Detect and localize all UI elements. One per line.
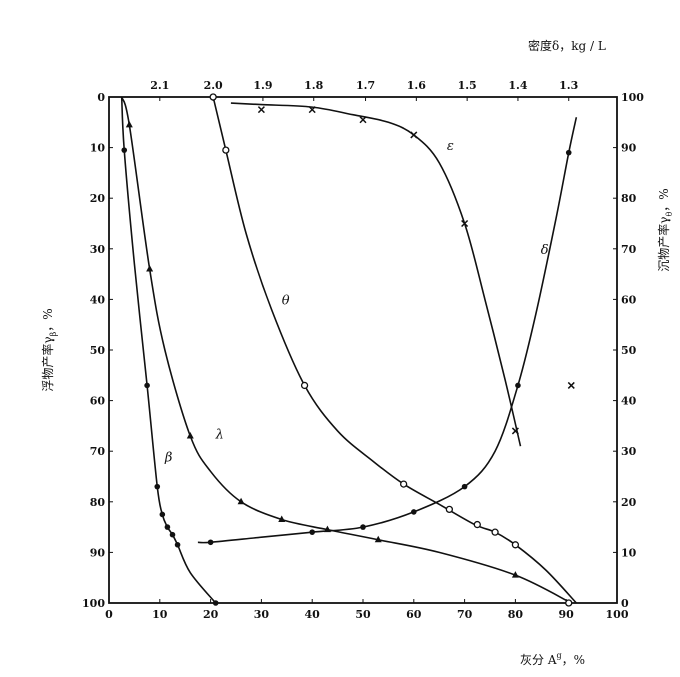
x-tick-label: 10 (152, 608, 168, 621)
data-point (491, 528, 499, 536)
y-right-tick-label: 20 (621, 496, 637, 509)
data-point (511, 427, 519, 435)
x-axis-title: 灰分 Ag，% (520, 651, 585, 667)
data-point (411, 509, 417, 515)
data-point (207, 539, 214, 546)
data-point (174, 542, 181, 548)
data-point (511, 541, 520, 549)
density-tick-label: 2.0 (204, 79, 223, 92)
density-tick-label: 1.7 (356, 79, 375, 92)
y-left-tick-label: 100 (82, 597, 105, 610)
data-point (237, 497, 245, 505)
data-point (511, 571, 519, 578)
y-left-tick-label: 80 (90, 496, 106, 509)
density-tick-label: 1.5 (458, 79, 477, 92)
x-tick-label: 0 (105, 608, 113, 621)
y-left-tick-label: 50 (90, 344, 106, 357)
data-point (186, 432, 194, 439)
x-tick-label: 100 (606, 608, 629, 621)
curve-4 (230, 102, 522, 447)
data-point (565, 599, 573, 607)
data-point (473, 520, 481, 529)
data-point (159, 511, 166, 518)
y-left-tick-label: 20 (90, 192, 106, 205)
data-point (212, 600, 219, 606)
data-point (257, 106, 265, 114)
density-tick-label: 1.6 (407, 79, 426, 92)
y-right-tick-label: 60 (621, 293, 637, 306)
y-right-tick-label: 80 (621, 192, 637, 205)
y-right-tick-label: 50 (621, 344, 637, 357)
density-tick-label: 2.1 (150, 79, 169, 92)
data-point (278, 515, 286, 523)
data-point (121, 147, 128, 153)
x-tick-label: 60 (406, 608, 422, 621)
y-right-tick-label: 90 (621, 142, 637, 155)
data-point (565, 149, 572, 156)
data-point (374, 535, 382, 543)
x-tick-label: 90 (559, 608, 575, 621)
data-point (323, 525, 331, 533)
data-point (515, 382, 521, 389)
y-left-tick-label: 70 (90, 445, 106, 458)
series-label: ε (447, 139, 454, 154)
data-point (125, 120, 133, 128)
x-tick-label: 40 (305, 608, 321, 621)
curve-2 (212, 96, 577, 604)
y-left-tick-label: 30 (90, 243, 106, 256)
density-tick-label: 1.3 (559, 79, 578, 92)
y-right-tick-label: 30 (621, 445, 637, 458)
x-tick-label: 70 (457, 608, 473, 621)
top-axis-title: 密度δ，kg / L (528, 38, 606, 53)
density-tick-label: 1.8 (304, 79, 323, 92)
data-point (146, 265, 154, 272)
y-left-tick-label: 40 (90, 293, 106, 306)
y-right-tick-label: 100 (621, 91, 644, 104)
data-point (154, 483, 161, 490)
data-point (308, 106, 316, 114)
data-point (144, 382, 150, 389)
series-label: δ (541, 243, 549, 258)
y-right-tick-label: 40 (621, 395, 637, 408)
data-point (164, 524, 171, 530)
y-right-tick-label: 70 (621, 243, 637, 256)
data-point (399, 480, 408, 488)
y-left-tick-label: 0 (97, 91, 105, 104)
y-left-axis-title: 浮物产率γβ，% (40, 308, 58, 391)
y-right-tick-label: 10 (621, 546, 637, 559)
x-tick-label: 30 (254, 608, 270, 621)
data-point (410, 131, 418, 139)
data-point (309, 529, 316, 535)
y-left-tick-label: 60 (90, 395, 106, 408)
data-point (222, 146, 230, 154)
data-point (359, 116, 367, 124)
data-point (360, 524, 366, 530)
data-point (169, 531, 176, 538)
y-right-axis-title: 沉物产率γθ，% (656, 188, 674, 271)
x-tick-label: 50 (355, 608, 371, 621)
data-point (567, 381, 575, 389)
density-tick-label: 1.9 (253, 79, 272, 92)
curve-1 (120, 96, 572, 604)
x-tick-label: 20 (203, 608, 219, 621)
x-tick-label: 80 (508, 608, 524, 621)
data-point (445, 505, 454, 514)
data-point (209, 93, 217, 101)
y-right-tick-label: 0 (621, 597, 629, 610)
data-point (300, 381, 309, 390)
curve-3 (197, 117, 578, 544)
data-point (461, 483, 468, 490)
y-left-tick-label: 90 (90, 546, 106, 559)
data-point (461, 219, 469, 228)
density-tick-label: 1.4 (508, 79, 527, 92)
series-label: λ (215, 428, 224, 443)
series-label: θ (282, 293, 290, 308)
y-left-tick-label: 10 (90, 142, 106, 155)
series-label: β (164, 450, 173, 465)
